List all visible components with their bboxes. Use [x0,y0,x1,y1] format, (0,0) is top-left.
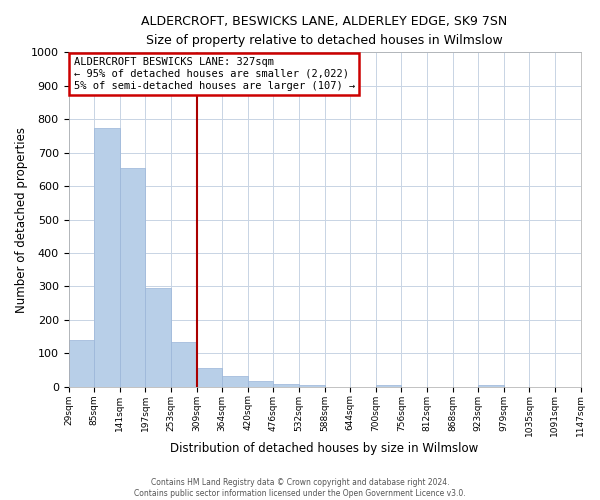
Bar [197,368,222,386]
Bar [376,385,401,386]
Bar [299,385,325,386]
Bar [274,384,299,386]
Bar [171,342,197,386]
Bar [478,385,504,386]
Text: ALDERCROFT BESWICKS LANE: 327sqm
← 95% of detached houses are smaller (2,022)
5%: ALDERCROFT BESWICKS LANE: 327sqm ← 95% o… [74,58,355,90]
Bar [68,340,94,386]
X-axis label: Distribution of detached houses by size in Wilmslow: Distribution of detached houses by size … [170,442,479,455]
Bar [145,288,171,386]
Bar [120,168,145,386]
Bar [248,380,274,386]
Y-axis label: Number of detached properties: Number of detached properties [15,126,28,312]
Bar [222,376,248,386]
Title: ALDERCROFT, BESWICKS LANE, ALDERLEY EDGE, SK9 7SN
Size of property relative to d: ALDERCROFT, BESWICKS LANE, ALDERLEY EDGE… [142,15,508,47]
Bar [94,128,120,386]
Text: Contains HM Land Registry data © Crown copyright and database right 2024.
Contai: Contains HM Land Registry data © Crown c… [134,478,466,498]
